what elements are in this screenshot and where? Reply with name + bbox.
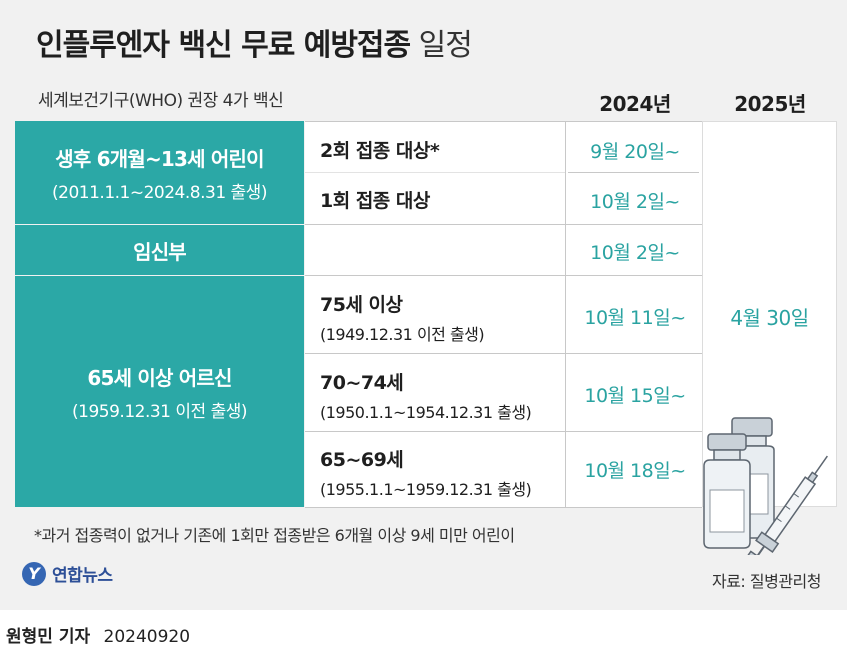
row-divider xyxy=(568,172,699,173)
column-divider xyxy=(565,121,566,507)
vaccine-vial-icon xyxy=(703,433,751,549)
row-divider xyxy=(305,275,702,276)
row-detail-label: 75세 이상 xyxy=(320,294,403,316)
yonhap-logo: Y 연합뉴스 xyxy=(22,561,113,586)
logo-mark: Y xyxy=(22,561,46,586)
row-date-2024: 10월 18일~ xyxy=(584,460,686,482)
syringe-icon xyxy=(746,455,828,555)
row-detail-birth: (1949.12.31 이전 출생) xyxy=(320,325,485,344)
reporter-name: 원형민 기자 xyxy=(6,627,91,647)
row-divider xyxy=(305,353,702,354)
row-date-2024: 10월 15일~ xyxy=(584,385,686,407)
group-pregnant-label: 임신부 xyxy=(133,239,187,264)
source-credit: 자료: 질병관리청 xyxy=(711,572,822,591)
group-children-label: 생후 6개월~13세 어린이 xyxy=(55,146,264,171)
title-suffix: 일정 xyxy=(410,28,473,63)
row-divider xyxy=(305,507,702,508)
row-date-2024: 10월 2일~ xyxy=(590,191,680,213)
row-detail-birth: (1950.1.1~1954.12.31 출생) xyxy=(320,403,532,422)
row-divider xyxy=(305,121,702,122)
row-date-2024: 10월 11일~ xyxy=(584,307,686,329)
end-date-2025: 4월 30일 xyxy=(730,306,809,330)
row-detail-label: 2회 접종 대상* xyxy=(320,140,440,162)
group-elderly: 65세 이상 어르신 (1959.12.31 이전 출생) xyxy=(15,276,304,507)
row-detail-label: 1회 접종 대상 xyxy=(320,190,430,212)
row-divider xyxy=(305,431,702,432)
row-detail-label: 70~74세 xyxy=(320,372,404,394)
date-2024-column xyxy=(565,121,702,507)
group-children-birth: (2011.1.1~2024.8.31 출생) xyxy=(52,182,267,203)
row-detail: 65~69세 (1955.1.1~1959.12.31 출생) xyxy=(320,445,532,500)
group-pregnant: 임신부 xyxy=(15,225,304,275)
publish-date: 20240920 xyxy=(103,627,191,647)
vaccine-illustration xyxy=(703,417,828,555)
footnote: *과거 접종력이 없거나 기존에 1회만 접종받은 6개월 이상 9세 미만 어… xyxy=(34,526,515,545)
row-divider xyxy=(305,224,702,225)
group-children: 생후 6개월~13세 어린이 (2011.1.1~2024.8.31 출생) xyxy=(15,121,304,224)
row-date-2024: 10월 2일~ xyxy=(590,242,680,264)
logo-text: 연합뉴스 xyxy=(52,566,113,586)
byline: 원형민 기자 20240920 xyxy=(6,622,190,647)
row-detail: 75세 이상 (1949.12.31 이전 출생) xyxy=(320,290,485,345)
row-detail-birth: (1955.1.1~1959.12.31 출생) xyxy=(320,480,532,499)
page-title: 인플루엔자 백신 무료 예방접종 일정 xyxy=(36,20,473,64)
title-main: 인플루엔자 백신 무료 예방접종 xyxy=(36,28,411,63)
detail-column xyxy=(305,121,565,507)
group-elderly-label: 65세 이상 어르신 xyxy=(87,365,232,390)
row-detail-label: 65~69세 xyxy=(320,449,404,471)
subtitle: 세계보건기구(WHO) 권장 4가 백신 xyxy=(38,91,284,111)
row-detail: 70~74세 (1950.1.1~1954.12.31 출생) xyxy=(320,368,532,423)
group-elderly-birth: (1959.12.31 이전 출생) xyxy=(72,401,247,422)
year-2025-header: 2025년 xyxy=(734,92,806,116)
row-date-2024: 9월 20일~ xyxy=(590,141,680,163)
year-2024-header: 2024년 xyxy=(599,92,671,116)
row-detail: 2회 접종 대상* xyxy=(320,136,440,163)
row-divider xyxy=(305,172,565,173)
row-detail: 1회 접종 대상 xyxy=(320,186,430,213)
